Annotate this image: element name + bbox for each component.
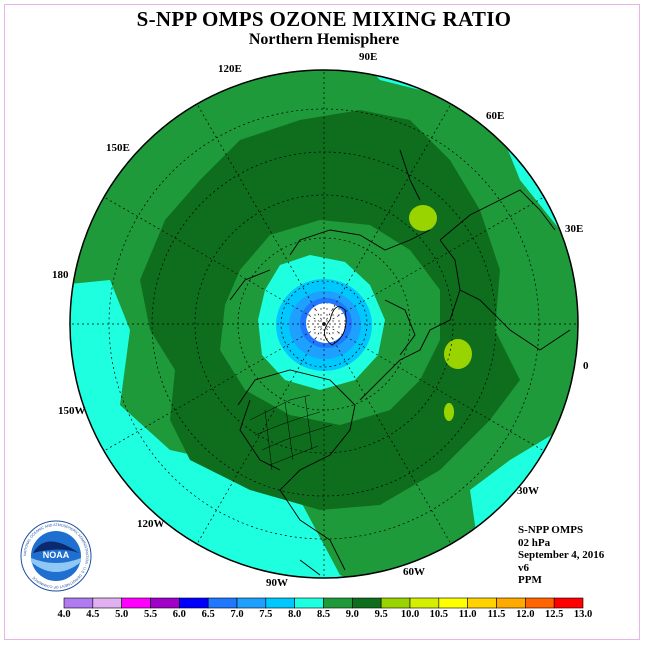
map-boundary: [69, 69, 579, 579]
lon-label-30w: 30W: [517, 485, 539, 497]
map-title: S-NPP OMPS OZONE MIXING RATIO: [136, 7, 512, 31]
colorbar-swatch: [553, 597, 584, 609]
colorbar-swatch: [352, 597, 382, 609]
lon-label-90w: 90W: [266, 577, 288, 589]
colorbar: [63, 597, 584, 609]
colorbar-label: 5.5: [143, 609, 158, 620]
lon-label-120e: 120E: [218, 63, 242, 75]
colorbar-swatch: [207, 597, 238, 609]
lon-label-180: 180: [52, 269, 69, 281]
colorbar-label: 8.0: [288, 609, 302, 620]
colorbar-label: 7.0: [230, 609, 244, 620]
colorbar-label: 9.5: [374, 609, 388, 620]
noaa-logo-text: NOAA: [43, 550, 70, 560]
colorbar-label: 12.5: [544, 609, 564, 620]
lon-label-60e: 60E: [486, 110, 505, 122]
lon-label-150w: 150W: [58, 405, 86, 417]
colorbar-swatch: [409, 597, 440, 609]
colorbar-label: 10.0: [400, 609, 420, 620]
colorbar-label: 7.5: [259, 609, 273, 620]
colorbar-label: 9.0: [345, 609, 359, 620]
colorbar-swatch: [179, 597, 209, 609]
info-instrument: S-NPP OMPS: [518, 524, 584, 536]
colorbar-label: 4.5: [86, 609, 100, 620]
colorbar-label: 10.5: [429, 609, 449, 620]
colorbar-swatch: [63, 597, 94, 609]
colorbar-swatch: [438, 597, 468, 609]
colorbar-swatch: [265, 597, 295, 609]
ozone-highlight-1: [409, 205, 437, 231]
colorbar-label: 12.0: [516, 609, 535, 620]
colorbar-swatch: [496, 597, 526, 609]
colorbar-swatch: [467, 597, 497, 609]
colorbar-swatch: [236, 597, 267, 609]
colorbar-label: 6.5: [201, 609, 215, 620]
lon-label-120w: 120W: [137, 518, 165, 530]
colorbar-swatch: [323, 597, 353, 609]
info-date: September 4, 2016: [518, 549, 605, 561]
ozone-highlight-3: [444, 403, 454, 421]
lon-label-60w: 60W: [403, 566, 425, 578]
colorbar-label: 11.5: [487, 609, 506, 620]
lon-label-150e: 150E: [106, 142, 130, 154]
colorbar-swatch: [150, 597, 180, 609]
map-subtitle: Northern Hemisphere: [248, 31, 400, 48]
colorbar-swatch: [525, 597, 555, 609]
figure-frame: [4, 4, 640, 640]
ozone-highlight-2: [444, 339, 472, 369]
colorbar-swatch: [294, 597, 324, 609]
lon-label-0: 0: [583, 360, 589, 372]
us-state-lines: [249, 394, 333, 471]
colorbar-label: 8.5: [316, 609, 331, 620]
colorbar-label: 11.0: [458, 609, 477, 620]
colorbar-label: 5.0: [115, 609, 129, 620]
colorbar-label: 6.0: [172, 609, 186, 620]
lon-label-30e: 30E: [565, 223, 584, 235]
colorbar-label: 13.0: [573, 609, 593, 620]
colorbar-swatch: [380, 597, 411, 609]
info-version: v6: [518, 561, 529, 574]
lon-label-90e: 90E: [359, 51, 378, 63]
colorbar-label: 4.0: [57, 609, 71, 620]
longitude-lines: [70, 70, 578, 578]
noaa-logo: NOAA NATIONAL OCEANIC AND ATMOSPHERIC AD…: [20, 520, 92, 592]
info-block: S-NPP OMPS 02 hPa September 4, 2016 v6 P…: [518, 524, 604, 587]
colorbar-swatch: [121, 597, 151, 609]
info-units: PPM: [518, 574, 542, 586]
colorbar-swatch: [92, 597, 122, 609]
info-pressure: 02 hPa: [518, 536, 551, 549]
